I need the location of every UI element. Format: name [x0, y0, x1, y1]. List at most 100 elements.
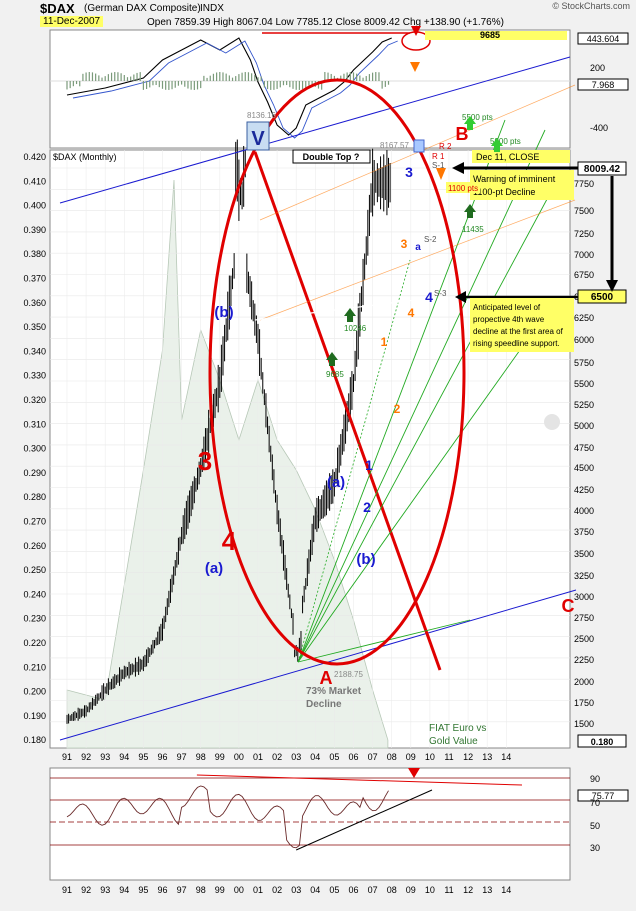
x-tick-label: 10 — [425, 752, 435, 762]
top-down-arrow-red — [411, 26, 421, 36]
wave-3-red: 3 — [198, 446, 212, 476]
wave-a-small: a — [415, 242, 421, 253]
level-band — [425, 31, 567, 40]
left-tick-label: 0.220 — [23, 638, 46, 648]
anticipated-line: rising speedline support. — [473, 339, 560, 348]
left-tick-label: 0.250 — [23, 565, 46, 575]
wave-c-red: C — [562, 596, 575, 616]
left-tick-label: 0.420 — [23, 152, 46, 162]
x-tick-label: 02 — [272, 752, 282, 762]
x-tick-label-bottom: 00 — [234, 885, 244, 895]
x-tick-label: 11 — [444, 752, 453, 762]
rsi-panel-bg — [49, 767, 571, 881]
top-panel-bg — [49, 29, 571, 149]
top-value-box — [577, 32, 629, 45]
orange-down-arrow — [436, 168, 446, 180]
x-tick-label: 99 — [215, 752, 225, 762]
anticipated-line: propective 4th wave — [473, 315, 545, 324]
x-tick-label-bottom: 97 — [177, 885, 187, 895]
right-tick-label: 5750 — [574, 358, 594, 368]
left-tick-label: 0.200 — [23, 687, 46, 697]
x-tick-label-bottom: 12 — [463, 885, 473, 895]
x-tick-label-bottom: 01 — [253, 885, 263, 895]
ratio-area — [66, 179, 389, 749]
left-tick-label: 0.210 — [23, 662, 46, 672]
green-up-arrow — [344, 308, 356, 322]
x-tick-label: 13 — [482, 752, 492, 762]
right-tick-label: 5000 — [574, 421, 594, 431]
wave-4-orange: 4 — [408, 306, 415, 320]
warning-line-2: 1100-pt Decline — [473, 187, 535, 197]
chart-symbol: $DAX — [40, 1, 75, 16]
left-tick-label: 0.410 — [23, 176, 46, 186]
left-tick-label: 0.330 — [23, 371, 46, 381]
x-tick-label-bottom: 07 — [368, 885, 378, 895]
x-tick-label-bottom: 13 — [482, 885, 492, 895]
level-box-label: 9685 — [480, 30, 500, 40]
x-tick-label-bottom: 09 — [406, 885, 416, 895]
left-tick-label: 0.280 — [23, 492, 46, 502]
x-tick-label-bottom: 02 — [272, 885, 282, 895]
s1-label: S-1 — [432, 161, 445, 170]
rsi-tick-label: 90 — [590, 774, 600, 784]
left-tick-label: 0.260 — [23, 541, 46, 551]
x-tick-label-bottom: 04 — [310, 885, 320, 895]
speed-line — [297, 259, 411, 663]
x-tick-label: 01 — [253, 752, 263, 762]
top-value-label-2: 7.968 — [592, 80, 615, 90]
right-tick-label: 5250 — [574, 400, 594, 410]
ohlc-line: Open 7859.39 High 8067.04 Low 7785.12 Cl… — [147, 17, 504, 28]
rsi-value-label: 75.77 — [592, 791, 615, 801]
support-line — [254, 299, 416, 321]
right-tick-label: 6250 — [574, 313, 594, 323]
wave-1-orange: 1 — [381, 335, 388, 349]
x-tick-label: 93 — [100, 752, 110, 762]
x-tick-label-bottom: 08 — [387, 885, 397, 895]
right-tick-label: 3250 — [574, 571, 594, 581]
v-box — [246, 121, 270, 151]
left-tick-label: 0.400 — [23, 201, 46, 211]
bottom-box-label: 0.180 — [591, 737, 614, 747]
rsi-tick-label: 50 — [590, 821, 600, 831]
left-tick-label: 0.380 — [23, 249, 46, 259]
macd-line — [66, 37, 392, 136]
right-tick-label: 4250 — [574, 485, 594, 495]
x-tick-label: 06 — [348, 752, 358, 762]
chart-name: (German DAX Composite) — [84, 3, 201, 14]
signal-line — [72, 40, 398, 139]
left-tick-label: 0.360 — [23, 298, 46, 308]
x-tick-label: 95 — [138, 752, 148, 762]
peak-2007-marker — [413, 139, 425, 153]
warning-box — [470, 170, 574, 200]
market-decline-line: Decline — [306, 699, 342, 710]
left-tick-label: 0.320 — [23, 395, 46, 405]
x-tick-label-bottom: 11 — [444, 885, 453, 895]
close-arrow-head — [452, 162, 464, 174]
right-tick-label: 4750 — [574, 443, 594, 453]
peak-2000-label: 8136.16 — [247, 111, 276, 120]
x-tick-label-bottom: 06 — [348, 885, 358, 895]
rsi-value-box — [577, 789, 629, 802]
pts-1100-box — [446, 182, 480, 193]
left-tick-label: 0.190 — [23, 711, 46, 721]
left-tick-label: 0.270 — [23, 517, 46, 527]
wave-2-orange: 2 — [394, 402, 401, 416]
left-tick-label: 0.240 — [23, 589, 46, 599]
x-tick-label-bottom: 93 — [100, 885, 110, 895]
x-tick-label: 04 — [310, 752, 320, 762]
left-tick-label: 0.370 — [23, 274, 46, 284]
right-tick-label: 6750 — [574, 270, 594, 280]
x-tick-label: 12 — [463, 752, 473, 762]
wave-b-blue-mid: (b) — [356, 551, 375, 568]
chart-exchange: INDX — [200, 3, 224, 14]
right-tick-label: 7500 — [574, 206, 594, 216]
fiat-line: FIAT Euro vs — [429, 723, 486, 734]
speed-line — [297, 129, 546, 663]
right-tick-label: 4000 — [574, 506, 594, 516]
x-tick-label-bottom: 10 — [425, 885, 435, 895]
speed-line — [297, 349, 521, 663]
double-top-box — [292, 149, 371, 164]
dec11-label: Dec 11, CLOSE — [476, 152, 539, 162]
